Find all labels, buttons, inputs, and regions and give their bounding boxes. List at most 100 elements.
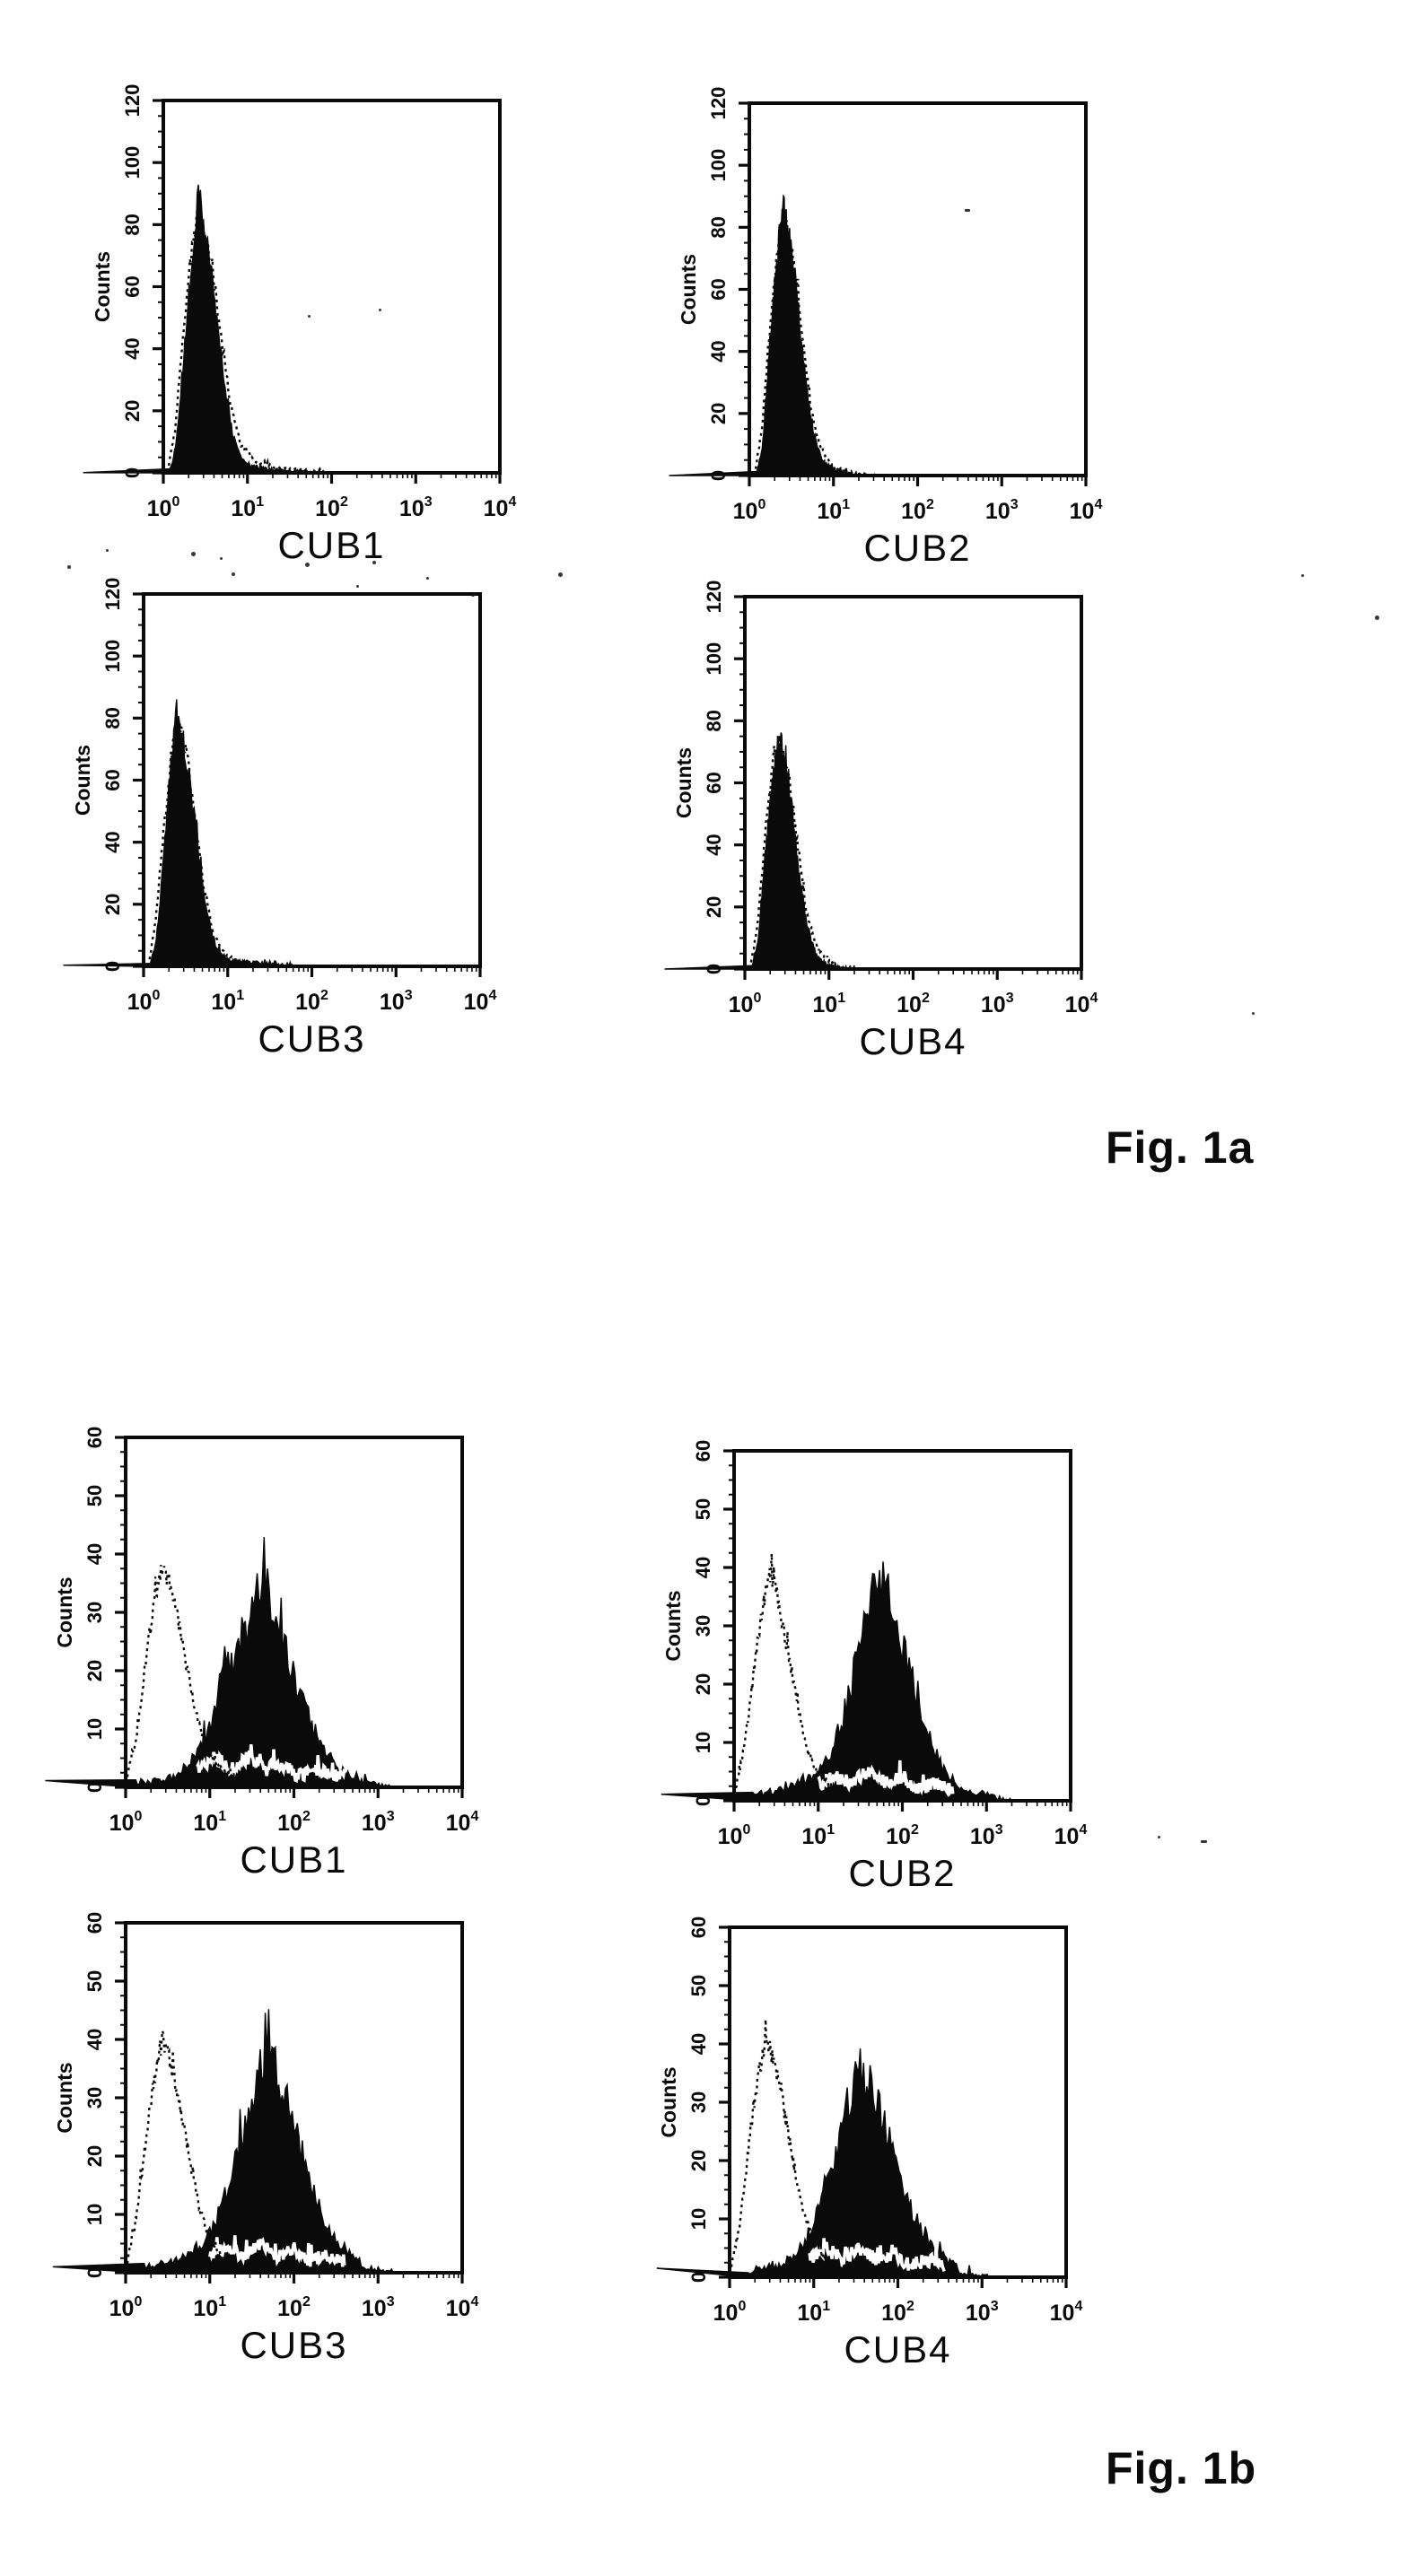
svg-text:104: 104 <box>446 2294 479 2321</box>
svg-text:103: 103 <box>966 2299 999 2326</box>
scan-speck <box>426 577 429 580</box>
svg-text:100: 100 <box>707 149 730 182</box>
overlap-white-trace <box>808 2238 946 2272</box>
svg-text:40: 40 <box>83 1543 106 1565</box>
scan-speck <box>1201 1840 1207 1843</box>
svg-text:Counts: Counts <box>661 1590 685 1661</box>
svg-text:104: 104 <box>1050 2299 1083 2326</box>
svg-text:103: 103 <box>985 497 1019 524</box>
control-outline-histogram <box>748 733 847 973</box>
scan-speck <box>220 557 223 560</box>
scan-speck <box>471 593 475 597</box>
svg-text:60: 60 <box>101 769 124 790</box>
svg-text:40: 40 <box>692 1557 714 1578</box>
svg-text:101: 101 <box>231 494 264 521</box>
svg-text:101: 101 <box>211 988 244 1015</box>
svg-text:104: 104 <box>464 988 497 1015</box>
svg-text:60: 60 <box>121 275 144 297</box>
svg-text:101: 101 <box>801 1822 835 1849</box>
svg-text:50: 50 <box>83 1485 106 1506</box>
scan-speck <box>965 209 970 212</box>
overlap-white-trace <box>208 2235 346 2267</box>
scan-speck <box>308 315 311 318</box>
control-outline-histogram <box>147 720 279 968</box>
svg-text:100: 100 <box>713 2299 747 2326</box>
svg-text:100: 100 <box>733 497 766 524</box>
svg-text:40: 40 <box>687 2033 710 2055</box>
control-open-histogram <box>126 2030 241 2270</box>
histogram-canvas: 020406080100120Counts100101102103104 <box>83 84 517 521</box>
svg-text:100: 100 <box>703 642 725 676</box>
x-axis-title-cub4: CUB4 <box>859 1020 967 1062</box>
svg-text:100: 100 <box>101 640 124 673</box>
cells-filled-histogram <box>63 699 297 968</box>
stained-filled-histogram <box>52 2009 395 2275</box>
svg-text:103: 103 <box>362 2294 395 2321</box>
svg-text:10: 10 <box>692 1732 714 1753</box>
panel-fig1b-cub2: 0 10 20 30 40 50 60 Counts 100 101 102 103 104 CUB2 <box>653 1388 1192 1949</box>
svg-text:10: 10 <box>687 2208 710 2230</box>
svg-text:60: 60 <box>692 1440 714 1462</box>
x-axis-title-cub1: CUB1 <box>277 524 386 566</box>
stained-filled-histogram <box>661 1561 1013 1803</box>
scan-speck <box>191 552 196 556</box>
scan-speck <box>1301 574 1304 577</box>
svg-text:101: 101 <box>812 991 845 1017</box>
overlap-white-trace <box>817 1760 955 1798</box>
svg-text:Counts: Counts <box>657 2066 680 2137</box>
svg-text:120: 120 <box>707 87 730 120</box>
svg-text:Counts: Counts <box>672 747 696 818</box>
svg-text:102: 102 <box>897 991 930 1017</box>
svg-text:101: 101 <box>797 2299 830 2326</box>
svg-text:Counts: Counts <box>677 254 700 325</box>
svg-text:104: 104 <box>446 1809 479 1836</box>
svg-text:30: 30 <box>687 2091 710 2113</box>
svg-text:102: 102 <box>881 2299 914 2326</box>
svg-text:40: 40 <box>121 337 144 359</box>
svg-text:Counts: Counts <box>71 745 94 816</box>
svg-text:100: 100 <box>147 494 180 521</box>
svg-text:101: 101 <box>817 497 850 524</box>
scan-speck <box>1375 616 1379 620</box>
svg-text:104: 104 <box>484 494 517 521</box>
svg-text:100: 100 <box>718 1822 751 1849</box>
svg-text:104: 104 <box>1054 1822 1088 1849</box>
svg-text:100: 100 <box>127 988 161 1015</box>
control-outline-histogram <box>166 208 328 475</box>
svg-text:60: 60 <box>707 278 730 300</box>
x-axis-title-cub3: CUB3 <box>240 2324 348 2366</box>
figure-label-1a: Fig. 1a <box>1106 1122 1255 1173</box>
x-axis-title-cub2: CUB2 <box>848 1852 957 1894</box>
svg-text:30: 30 <box>83 1602 106 1623</box>
panel-fig1a-cub4: 020406080100120Counts100101102103104 CUB… <box>664 534 1203 1095</box>
control-open-histogram <box>730 2019 844 2276</box>
svg-text:20: 20 <box>83 2145 106 2167</box>
control-open-histogram <box>126 1565 249 1786</box>
cells-filled-histogram <box>669 194 862 477</box>
x-axis-title-cub1: CUB1 <box>240 1838 348 1881</box>
svg-text:100: 100 <box>121 146 144 179</box>
figure-label-1b: Fig. 1b <box>1106 2443 1257 2493</box>
svg-text:0: 0 <box>687 2272 710 2283</box>
svg-text:100: 100 <box>729 991 762 1017</box>
svg-text:20: 20 <box>692 1673 714 1695</box>
svg-text:60: 60 <box>83 1912 106 1934</box>
svg-text:Counts: Counts <box>53 1576 76 1647</box>
svg-text:102: 102 <box>277 1809 311 1836</box>
scan-speck <box>379 309 381 311</box>
svg-text:120: 120 <box>101 578 124 611</box>
scan-speck <box>372 561 376 564</box>
scan-speck <box>1252 1012 1255 1015</box>
svg-text:102: 102 <box>886 1822 919 1849</box>
svg-text:30: 30 <box>83 2087 106 2109</box>
scan-speck <box>67 565 71 569</box>
svg-text:50: 50 <box>692 1498 714 1520</box>
histogram-canvas: 020406080100120Counts100101102103104 <box>664 581 1098 1017</box>
histogram-canvas: 020406080100120Counts100101102103104 <box>63 578 497 1015</box>
svg-text:40: 40 <box>707 340 730 362</box>
svg-text:20: 20 <box>703 896 725 918</box>
panel-fig1b-cub3: 0 10 20 30 40 50 60 Counts 100 101 102 103 104 CUB3 <box>45 1860 583 2421</box>
